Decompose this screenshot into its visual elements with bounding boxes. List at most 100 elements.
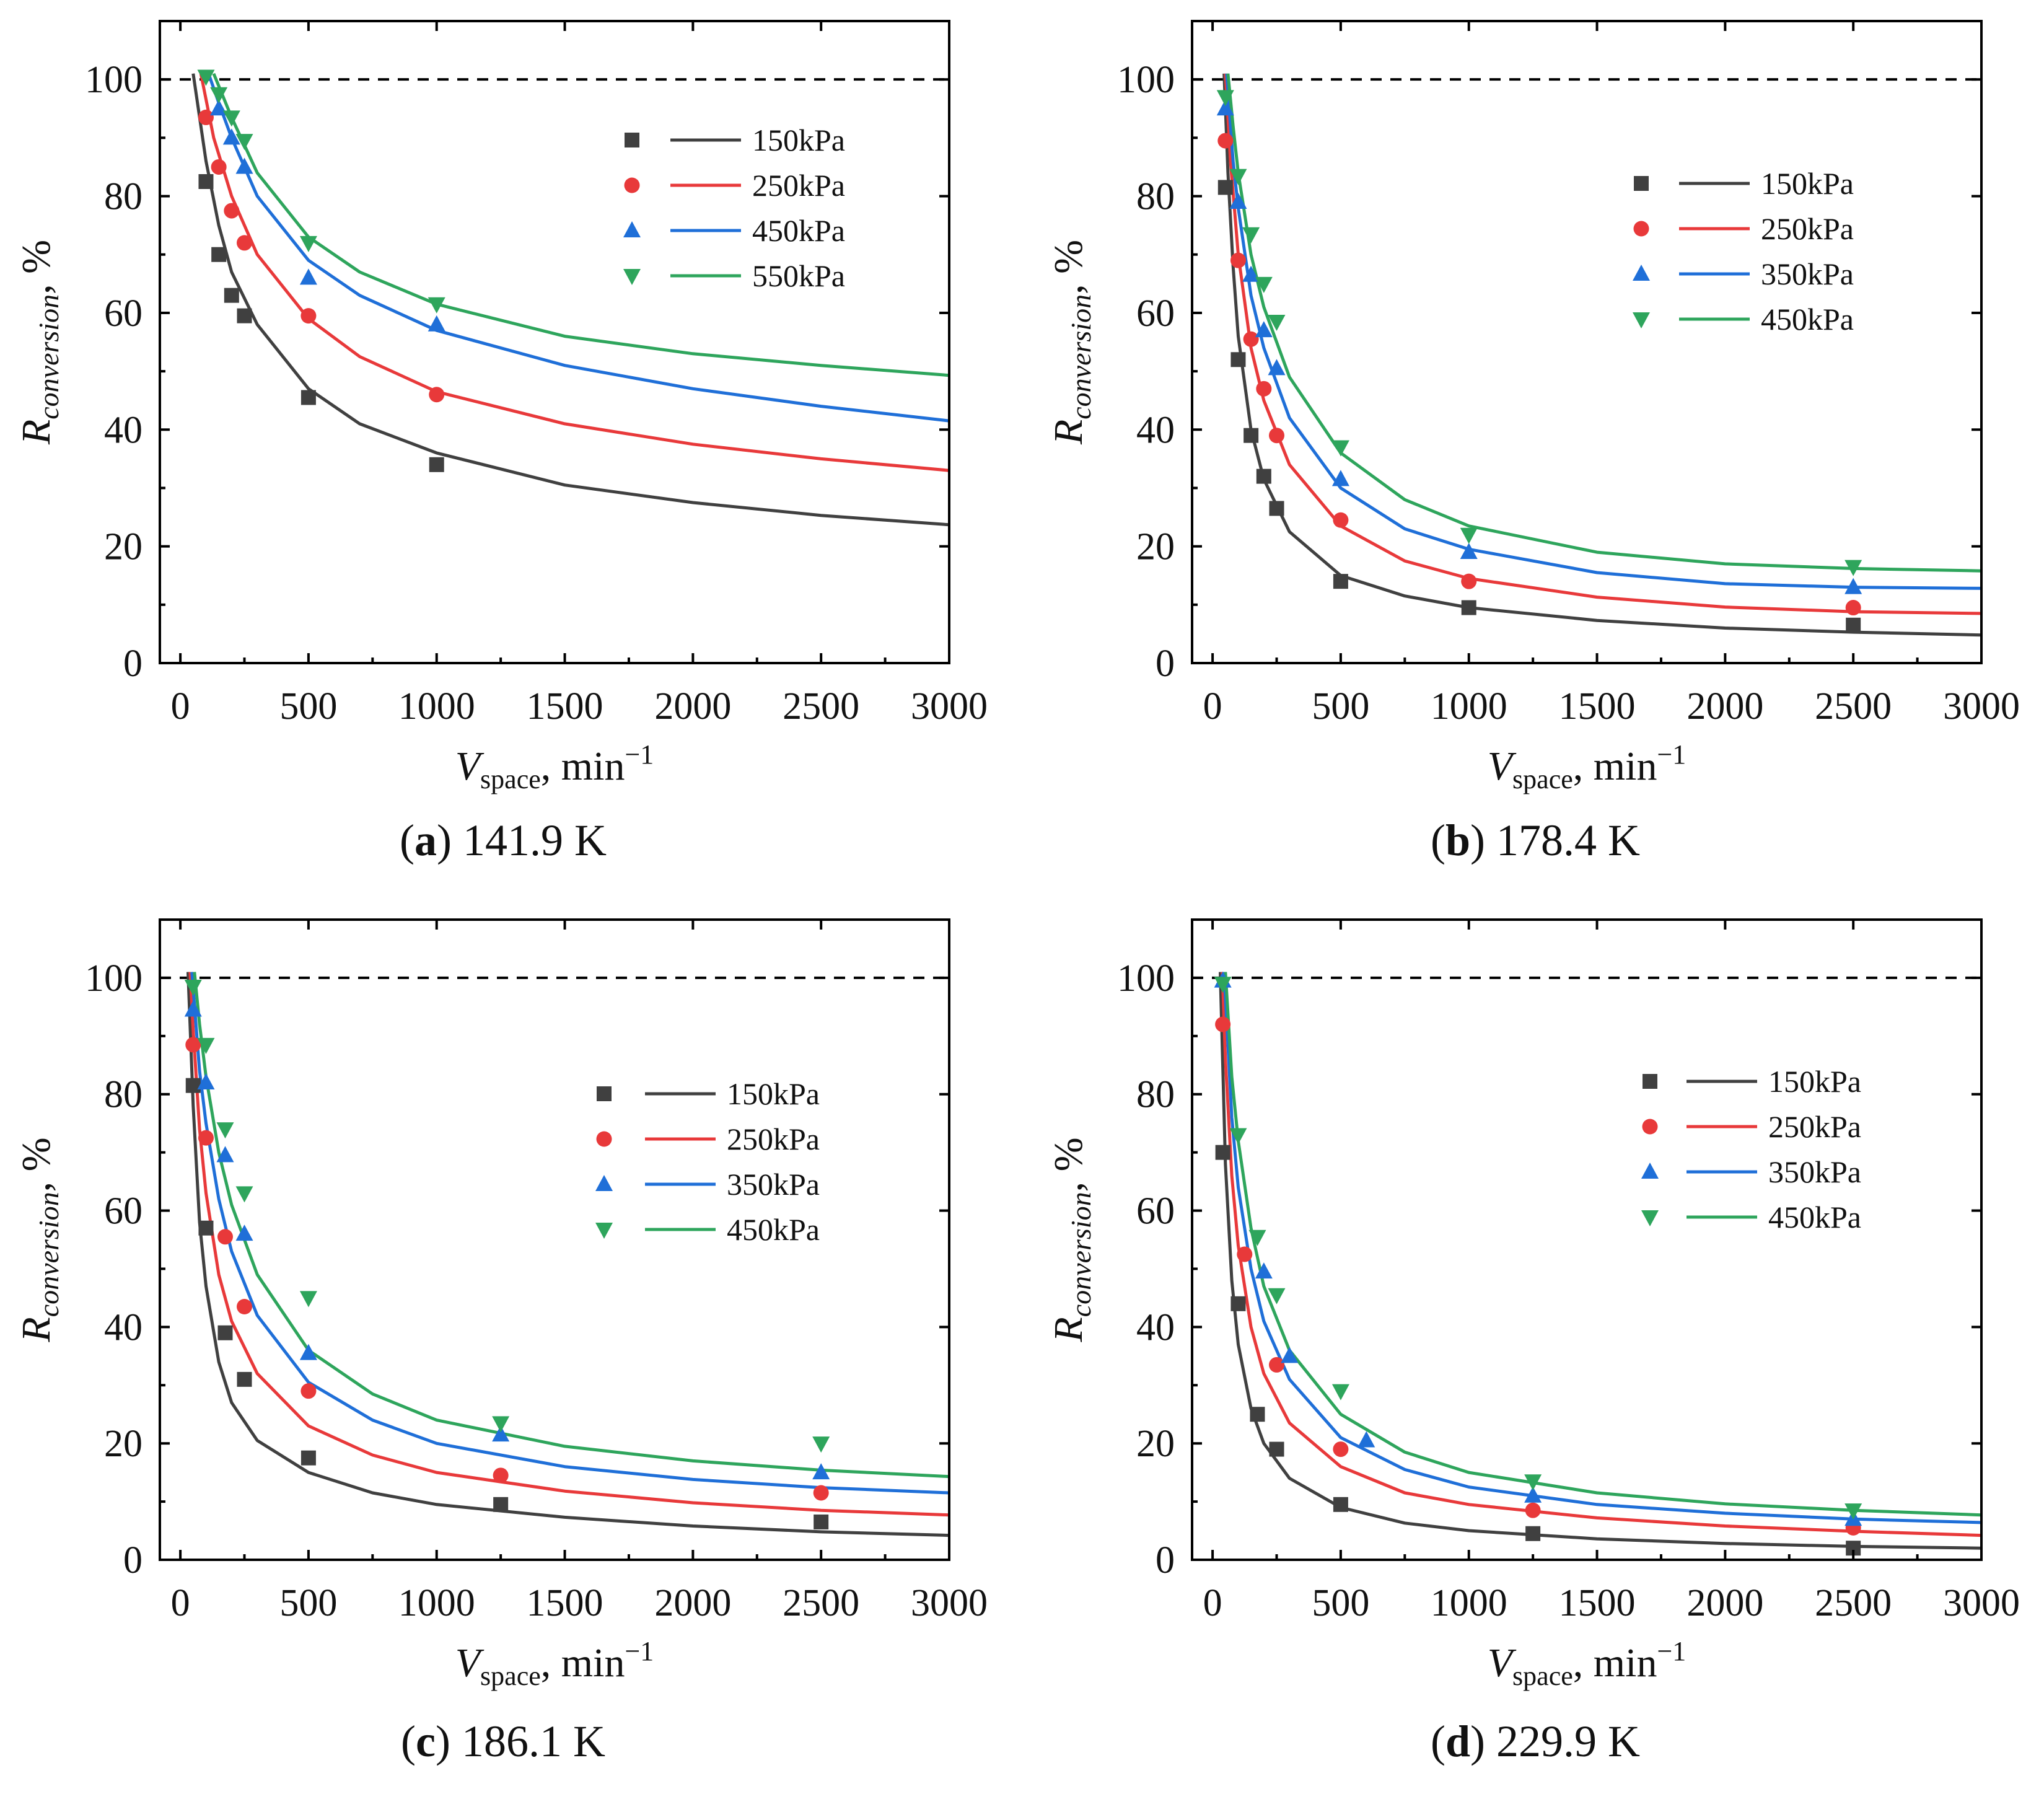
legend-marker-350kPa — [595, 1175, 613, 1191]
data-point-450kPa-5 — [492, 1416, 510, 1433]
x-tick-label: 0 — [1203, 1582, 1222, 1624]
data-point-150kPa-1 — [211, 247, 227, 262]
fit-line-250kPa — [188, 972, 949, 1517]
y-tick-label: 80 — [104, 176, 143, 218]
legend-label-150kPa: 150kPa — [752, 123, 845, 157]
legend-marker-350kPa — [1633, 265, 1650, 281]
data-point-550kPa-4 — [299, 235, 317, 252]
data-point-150kPa-2 — [224, 288, 239, 303]
data-point-350kPa-5 — [1331, 470, 1349, 486]
data-point-450kPa-1 — [1229, 1128, 1247, 1145]
data-point-350kPa-3 — [1358, 1431, 1375, 1448]
data-point-350kPa-1 — [197, 1073, 215, 1089]
plot-frame — [159, 20, 950, 664]
legend-marker-450kPa — [1633, 312, 1650, 328]
data-point-250kPa-0 — [185, 1037, 201, 1053]
data-point-450kPa-1 — [197, 1037, 215, 1054]
x-axis-title: Vspace, min−1 — [1488, 739, 1687, 794]
data-point-450kPa-6 — [1844, 1503, 1862, 1520]
plot-frame — [159, 918, 950, 1561]
x-tick-label: 0 — [171, 685, 190, 728]
x-tick-label: 2000 — [654, 1582, 731, 1624]
data-point-550kPa-1 — [210, 87, 228, 103]
data-point-350kPa-2 — [1281, 1347, 1299, 1363]
y-axis-title: Rconversion, % — [14, 1137, 64, 1342]
data-point-250kPa-1 — [211, 159, 227, 175]
data-point-450kPa-0 — [1216, 90, 1234, 107]
x-tick-label: 500 — [279, 685, 337, 728]
x-axis-title: Vspace, min−1 — [1488, 1636, 1687, 1691]
legend-label-250kPa: 250kPa — [1768, 1109, 1861, 1144]
data-point-250kPa-4 — [300, 1383, 317, 1399]
legend-label-150kPa: 150kPa — [1761, 166, 1854, 201]
data-point-450kPa-3 — [235, 1186, 253, 1203]
x-tick-label: 2500 — [1815, 685, 1892, 728]
legend: 150kPa 250kPa 350kPa 450kPa — [595, 1076, 820, 1247]
data-point-250kPa-7 — [1845, 600, 1861, 616]
series-group — [184, 972, 949, 1537]
data-point-150kPa-1 — [1230, 352, 1246, 367]
y-tick-label: 40 — [104, 409, 143, 451]
data-point-450kPa-6 — [1460, 527, 1478, 544]
y-tick-label: 20 — [104, 1423, 143, 1465]
data-point-350kPa-3 — [235, 1225, 253, 1241]
legend: 150kPa 250kPa 350kPa 450kPa — [1633, 166, 1854, 336]
y-tick-label: 100 — [1117, 957, 1175, 1000]
data-point-250kPa-2 — [224, 203, 240, 219]
x-axis-title: Vspace, min−1 — [455, 739, 654, 794]
x-tick-label: 1000 — [398, 1582, 475, 1624]
legend-label-150kPa: 150kPa — [1768, 1064, 1861, 1099]
x-tick-label: 1000 — [398, 685, 475, 728]
fit-line-150kPa — [191, 73, 949, 527]
legend-label-450kPa: 450kPa — [1761, 302, 1854, 336]
y-tick-label: 100 — [1117, 59, 1175, 101]
series-group — [1216, 73, 1981, 637]
data-point-550kPa-3 — [235, 134, 253, 151]
data-point-350kPa-4 — [1268, 359, 1286, 376]
data-point-250kPa-5 — [493, 1467, 509, 1484]
data-point-250kPa-1 — [198, 1130, 214, 1146]
y-tick-label: 40 — [104, 1306, 143, 1348]
data-point-150kPa-4 — [300, 390, 316, 405]
legend-marker-150kPa — [1643, 1074, 1657, 1089]
x-tick-label: 1500 — [1559, 1582, 1636, 1624]
legend-marker-250kPa — [624, 177, 640, 193]
chart-panel-b: 0 500 1000 1500 2000 2500 3000 0 20 40 60 80 100 Vspa… — [1046, 20, 2020, 865]
data-point-150kPa-2 — [1250, 1407, 1265, 1422]
data-point-250kPa-5 — [429, 387, 445, 403]
data-point-150kPa-5 — [1333, 574, 1348, 589]
y-axis-title: Rconversion, % — [1046, 240, 1097, 445]
data-point-450kPa-3 — [1268, 1288, 1286, 1304]
series-group — [191, 69, 949, 527]
x-tick-label: 2000 — [654, 685, 731, 728]
data-point-150kPa-3 — [1256, 468, 1271, 484]
data-point-550kPa-5 — [428, 297, 445, 314]
fit-line-450kPa — [207, 73, 949, 423]
data-point-250kPa-2 — [217, 1229, 233, 1245]
legend-marker-450kPa — [595, 1223, 613, 1239]
y-tick-label: 100 — [85, 957, 143, 1000]
data-point-250kPa-2 — [1269, 1357, 1284, 1373]
data-point-150kPa-3 — [1269, 1441, 1284, 1457]
data-point-250kPa-3 — [1333, 1441, 1349, 1458]
data-point-350kPa-2 — [1242, 265, 1260, 282]
x-tick-label: 3000 — [1943, 1582, 2020, 1624]
data-point-150kPa-7 — [1846, 617, 1861, 633]
y-tick-label: 0 — [1156, 643, 1175, 685]
x-tick-label: 0 — [171, 1582, 190, 1624]
data-point-350kPa-4 — [299, 1344, 317, 1360]
y-tick-label: 80 — [1136, 176, 1175, 218]
legend-marker-250kPa — [1642, 1119, 1658, 1135]
data-point-550kPa-2 — [222, 110, 240, 127]
fit-line-450kPa — [193, 972, 949, 1479]
panel-caption: (c) 186.1 K — [401, 1717, 605, 1766]
data-point-450kPa-2 — [235, 157, 253, 174]
y-tick-label: 60 — [104, 292, 143, 335]
x-tick-label: 2500 — [783, 685, 859, 728]
data-point-250kPa-6 — [1461, 573, 1477, 589]
x-tick-label: 2000 — [1687, 1582, 1763, 1624]
data-point-150kPa-6 — [1461, 600, 1476, 615]
x-tick-label: 2500 — [1815, 1582, 1892, 1624]
x-tick-label: 3000 — [911, 685, 988, 728]
fit-line-250kPa — [1224, 73, 1981, 615]
